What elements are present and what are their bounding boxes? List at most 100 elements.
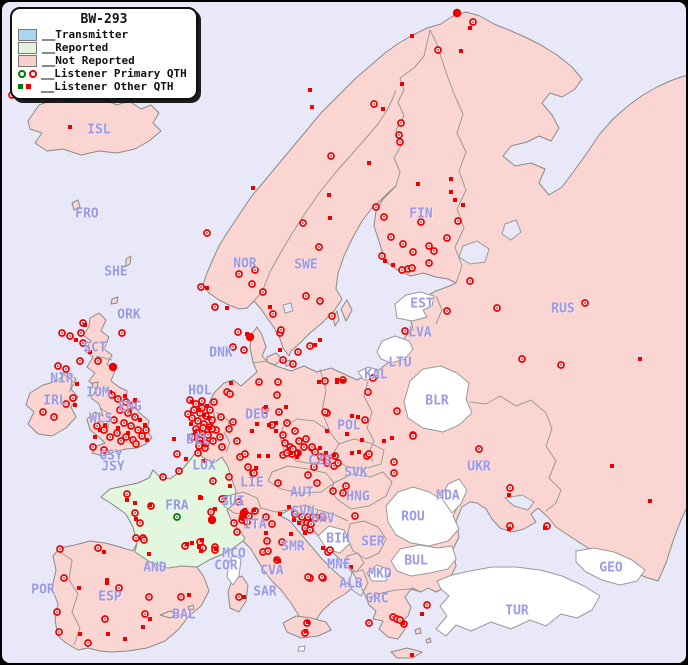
listener-other-qth-marker: [277, 559, 281, 563]
country-label-GRC: GRC: [365, 591, 389, 607]
listener-primary-qth-marker: [76, 357, 84, 365]
listener-primary-qth-marker: [251, 266, 259, 274]
listener-primary-qth-marker: [55, 628, 63, 636]
listener-primary-qth-marker: [233, 437, 241, 445]
listener-other-qth-marker: [145, 438, 149, 442]
listener-other-qth-marker: [356, 415, 360, 419]
country-georgia: [575, 547, 646, 586]
listener-primary-qth-marker: [302, 292, 310, 300]
listener-primary-qth-marker: [351, 512, 359, 520]
island-isle-of-man: [91, 381, 99, 389]
listener-primary-qth-marker: [318, 573, 326, 581]
listener-primary-qth-marker: [493, 304, 501, 312]
lake-vanern: [282, 302, 294, 314]
country-estonia: [394, 291, 435, 322]
red-square-icon: [26, 84, 31, 89]
listener-primary-qth-marker: [203, 229, 211, 237]
listener-primary-qth-marker: [110, 416, 118, 424]
listener-other-qth-marker: [278, 512, 282, 516]
country-label-COR: COR: [214, 558, 238, 574]
listener-other-qth-marker: [126, 431, 130, 435]
listener-other-qth-marker: [93, 435, 97, 439]
listener-other-qth-marker: [306, 620, 310, 624]
listener-other-qth-marker: [105, 581, 109, 585]
listener-primary-qth-marker: [380, 213, 388, 221]
listener-other-qth-marker: [229, 381, 233, 385]
listener-primary-qth-marker: [210, 398, 218, 406]
listener-other-qth-marker: [228, 484, 232, 488]
legend-label: __Not Reported: [42, 54, 135, 67]
listener-other-qth-marker: [148, 617, 152, 621]
listener-other-qth-marker: [108, 390, 112, 394]
listener-other-qth-marker: [303, 531, 307, 535]
listener-primary-qth-marker: [399, 240, 407, 248]
listener-primary-qth-marker: [302, 435, 310, 443]
listener-other-qth-marker: [313, 343, 317, 347]
listener-other-qth-marker: [255, 422, 259, 426]
listener-primary-qth-marker: [518, 355, 526, 363]
listener-other-qth-marker: [638, 357, 642, 361]
listener-primary-qth-marker: [94, 544, 102, 552]
listener-other-qth-marker: [459, 49, 463, 53]
country-label-LTU: LTU: [388, 355, 412, 371]
listener-primary-qth-marker: [226, 390, 234, 398]
listener-primary-qth-marker: [321, 377, 329, 385]
listener-primary-qth-marker: [466, 277, 474, 285]
listener-other-qth-marker: [193, 430, 197, 434]
listener-markers-layer: [8, 8, 652, 657]
listener-other-qth-marker: [147, 552, 151, 556]
listener-primary-qth-marker: [274, 378, 282, 386]
listener-other-qth-marker: [251, 186, 255, 190]
country-label-SER: SER: [361, 534, 385, 550]
listener-primary-qth-marker: [184, 410, 192, 418]
listener-primary-qth-marker: [339, 489, 347, 497]
listener-primary-qth-marker: [190, 406, 198, 414]
listener-other-qth-marker: [449, 190, 453, 194]
listener-primary-qth-marker: [329, 487, 337, 495]
country-label-RUS: RUS: [551, 301, 575, 317]
listener-other-qth-marker: [297, 521, 301, 525]
listener-other-qth-marker: [318, 514, 322, 518]
country-label-ENG: ENG: [118, 399, 142, 415]
listener-primary-qth-marker: [506, 484, 514, 492]
country-label-BUL: BUL: [404, 553, 428, 569]
listener-other-qth-marker: [453, 198, 457, 202]
listener-other-qth-marker: [197, 408, 201, 412]
listener-other-qth-marker: [274, 421, 278, 425]
listener-primary-qth-marker: [378, 252, 386, 260]
listener-other-qth-marker: [207, 416, 211, 420]
listener-primary-qth-marker: [390, 458, 398, 466]
listener-primary-qth-marker: [283, 419, 291, 427]
listener-primary-qth-marker: [434, 46, 442, 54]
listener-primary-qth-marker: [295, 437, 303, 445]
listener-primary-qth-marker: [177, 593, 185, 601]
listener-other-qth-marker: [274, 429, 278, 433]
listener-primary-qth-marker: [408, 264, 416, 272]
listener-primary-qth-marker: [248, 280, 256, 288]
listener-other-qth-marker: [648, 499, 652, 503]
country-label-LIE: LIE: [240, 475, 264, 491]
listener-other-qth-marker: [507, 493, 511, 497]
listener-other-qth-marker: [410, 653, 414, 657]
listener-other-qth-marker: [328, 216, 332, 220]
listener-other-qth-marker: [401, 621, 405, 625]
country-borders: [59, 29, 562, 646]
listener-primary-qth-marker: [209, 437, 217, 445]
country-label-POR: POR: [31, 582, 55, 598]
listener-other-qth-marker: [410, 34, 414, 38]
country-label-SCT: SCT: [83, 340, 107, 356]
listener-other-qth-marker: [197, 545, 201, 549]
island-orkney: [110, 296, 119, 305]
listener-other-qth-marker: [308, 88, 312, 92]
listener-primary-qth-marker: [159, 473, 167, 481]
country-bulgaria: [390, 544, 457, 577]
listener-primary-qth-marker: [206, 406, 214, 414]
country-label-SVN: SVN: [291, 504, 315, 520]
listener-other-qth-marker: [400, 82, 404, 86]
country-label-SHE: SHE: [104, 264, 128, 280]
listener-other-qth-marker: [73, 403, 77, 407]
listener-other-qth-marker: [267, 423, 271, 427]
island-faroe: [71, 199, 81, 211]
listener-other-qth-marker: [190, 541, 194, 545]
